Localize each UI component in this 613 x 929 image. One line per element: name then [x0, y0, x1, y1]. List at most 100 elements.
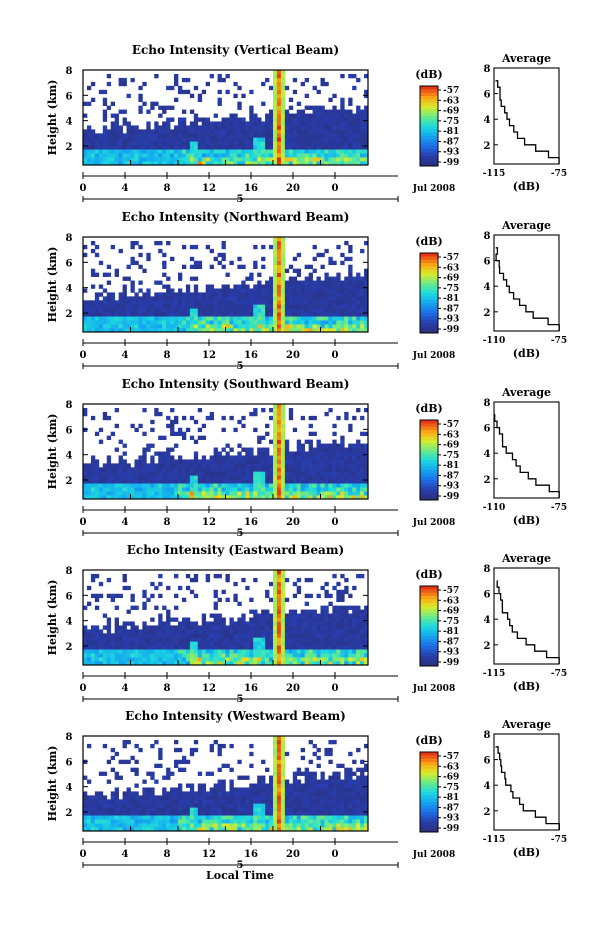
heatmap-cell [146, 657, 151, 662]
heatmap-cell [241, 157, 246, 162]
heatmap-cell [332, 105, 337, 110]
heatmap-cell [328, 475, 333, 480]
heatmap-cell [340, 252, 345, 258]
heatmap-cell [126, 483, 131, 488]
heatmap-cell [280, 577, 286, 583]
heatmap-cell [233, 649, 238, 654]
heatmap-cell [174, 431, 179, 437]
heatmap-cell [280, 451, 286, 456]
heatmap-cell [217, 633, 222, 638]
heatmap-cell [166, 807, 171, 812]
heatmap-cell [280, 268, 286, 273]
heatmap-cell [356, 300, 361, 305]
heatmap-cell [308, 316, 313, 321]
heatmap-cell [118, 463, 123, 468]
heatmap-cell [209, 483, 214, 488]
heatmap-cell [328, 625, 333, 630]
heatmap-cell [154, 328, 159, 333]
heatmap-cell [265, 137, 270, 142]
heatmap-cell [292, 471, 298, 476]
heatmap-cell [284, 109, 290, 114]
heatmap-cell [102, 312, 108, 317]
heatmap-cell [332, 149, 337, 154]
colorbar-segment [420, 89, 438, 94]
heatmap-cell [197, 328, 203, 333]
heatmap-cell [300, 300, 306, 305]
heatmap-cell [118, 811, 123, 816]
heatmap-cell [225, 288, 230, 293]
heatmap-cell [150, 653, 155, 658]
heatmap-cell [356, 641, 361, 646]
heatmap-cell [292, 145, 298, 150]
heatmap-cell [130, 637, 135, 642]
heatmap-cell [193, 633, 199, 638]
heatmap-cell [288, 300, 294, 305]
heatmap-cell [229, 113, 234, 118]
heatmap-cell [106, 133, 112, 138]
heatmap-cell [114, 827, 119, 832]
heatmap-cell [324, 617, 329, 622]
heatmap-cell [241, 577, 246, 583]
heatmap-cell [348, 121, 353, 126]
heatmap-cell [261, 133, 266, 138]
heatmap-cell [94, 815, 100, 820]
heatmap-cell [185, 649, 191, 654]
heatmap-cell [138, 629, 143, 634]
heatmap-cell [356, 573, 361, 579]
heatmap-cell [261, 141, 266, 146]
heatmap-cell [158, 280, 163, 285]
heatmap-cell [201, 491, 207, 496]
heatmap-cell [288, 133, 294, 138]
heatmap-cell [261, 645, 266, 650]
heatmap-cell [308, 451, 313, 456]
heatmap-cell [106, 629, 112, 634]
heatmap-cell [98, 328, 104, 333]
heatmap-cell [150, 649, 155, 654]
heatmap-cell [332, 657, 337, 662]
heatmap-cell [185, 645, 191, 650]
average-profile-line [495, 247, 560, 331]
heatmap-cell [300, 641, 306, 646]
heatmap-cell [328, 300, 333, 305]
heatmap-cell [241, 415, 246, 421]
heatmap-cell [316, 296, 321, 301]
heatmap-cell [308, 491, 313, 496]
heatmap-cell [158, 827, 163, 832]
heatmap-cell [249, 145, 254, 150]
heatmap-cell [94, 811, 100, 816]
heatmap-cell [288, 312, 294, 317]
heatmap-cell [265, 463, 270, 468]
heatmap-cell [253, 495, 258, 500]
heatmap-cell [340, 101, 345, 106]
heatmap-cell [280, 455, 286, 460]
heatmap-cell [181, 129, 187, 134]
heatmap-cell [261, 483, 266, 488]
heatmap-cell [122, 795, 127, 800]
heatmap-cell [205, 157, 211, 162]
heatmap-cell [352, 292, 357, 297]
heatmap-cell [352, 316, 357, 321]
heatmap-cell [217, 613, 222, 618]
heatmap-cell [150, 105, 155, 110]
heatmap-cell [94, 272, 100, 277]
heatmap-cell [122, 479, 127, 484]
heatmap-cell [217, 617, 222, 622]
heatmap-cell [332, 308, 337, 313]
heatmap-cell [352, 121, 357, 126]
heatmap-cell [328, 463, 333, 468]
heatmap-cell [197, 807, 203, 812]
heatmap-cell [86, 811, 92, 816]
heatmap-cell [292, 141, 298, 146]
average-profile-line [496, 580, 560, 664]
heatmap-cell [181, 264, 187, 270]
heatmap-cell [288, 113, 294, 118]
heatmap-cell [154, 799, 159, 804]
colorbar-frame [419, 585, 439, 667]
heatmap-cell [185, 811, 191, 816]
heatmap-cell [253, 491, 258, 496]
heatmap-cell [209, 471, 214, 476]
heatmap-cell [106, 292, 112, 297]
heatmap-cell [110, 145, 116, 150]
heatmap-cell [344, 308, 349, 313]
heatmap-cell [170, 641, 175, 646]
